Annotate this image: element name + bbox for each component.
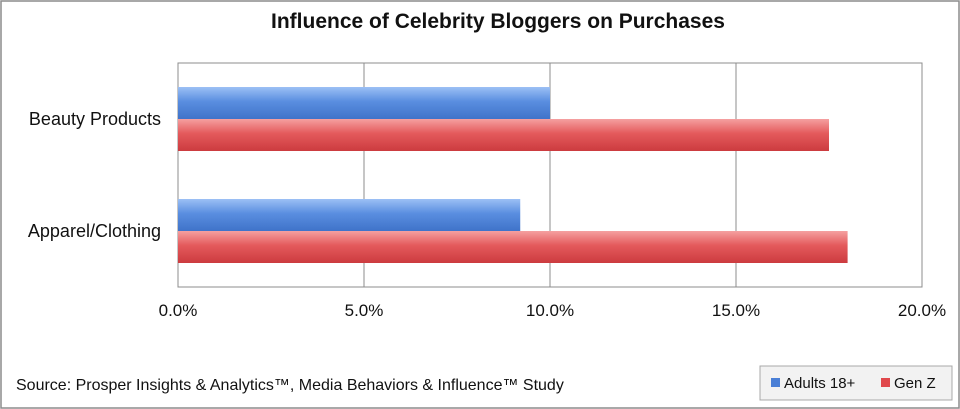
source-note: Source: Prosper Insights & Analytics™, M… [16,377,564,394]
bar-adults-0 [178,87,550,119]
bars [178,87,848,263]
x-tick-label: 10.0% [526,301,574,320]
legend-label-adults: Adults 18+ [784,375,856,392]
category-label: Beauty Products [29,109,161,129]
category-labels: Beauty Products Apparel/Clothing [28,109,161,241]
chart-title: Influence of Celebrity Bloggers on Purch… [271,10,725,33]
legend-swatch-genz [881,378,890,387]
legend-box [759,365,953,401]
bar-genz-0 [178,119,829,151]
bar-genz-1 [178,231,848,263]
category-label: Apparel/Clothing [28,221,161,241]
x-tick-label: 20.0% [898,301,946,320]
x-tick-label: 0.0% [159,301,198,320]
bar-adults-1 [178,199,521,231]
legend-label-genz: Gen Z [894,375,936,392]
legend: Adults 18+ Gen Z [759,365,953,401]
x-tick-label: 15.0% [712,301,760,320]
x-tick-label: 5.0% [345,301,384,320]
x-tick-labels: 0.0% 5.0% 10.0% 15.0% 20.0% [159,301,946,320]
legend-swatch-adults [771,378,780,387]
